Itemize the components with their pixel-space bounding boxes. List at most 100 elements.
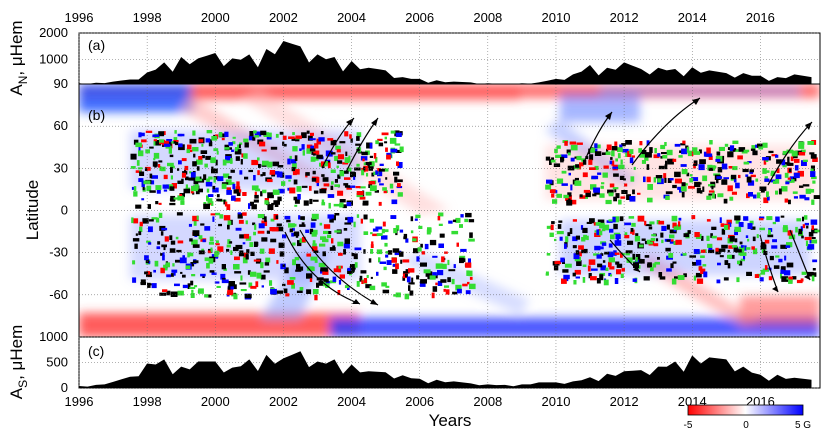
spot-marker xyxy=(292,132,295,136)
spot-marker xyxy=(669,178,674,181)
spot-marker xyxy=(611,252,615,255)
spot-marker xyxy=(231,195,236,201)
spot-marker xyxy=(238,144,241,148)
spot-marker xyxy=(360,156,368,161)
spot-marker xyxy=(465,262,472,268)
spot-marker xyxy=(216,198,220,202)
spot-marker xyxy=(313,150,320,155)
spot-marker xyxy=(232,284,237,290)
spot-marker xyxy=(788,278,793,284)
spot-marker xyxy=(602,172,608,178)
spot-marker xyxy=(221,279,229,284)
spot-marker xyxy=(694,181,701,187)
spot-marker xyxy=(614,189,617,193)
spot-marker xyxy=(560,257,565,263)
spot-marker xyxy=(331,181,334,185)
spot-marker xyxy=(212,216,215,222)
spot-marker xyxy=(353,176,356,180)
spot-marker xyxy=(743,255,746,260)
latitude-tick--30: -30 xyxy=(49,245,68,260)
spot-marker xyxy=(788,162,794,166)
spot-marker xyxy=(585,156,589,160)
spot-marker xyxy=(740,258,745,262)
y-tick-a-90: 90 xyxy=(54,76,68,91)
spot-marker xyxy=(701,235,704,241)
spot-marker xyxy=(185,184,188,188)
spot-marker xyxy=(399,229,404,233)
spot-marker xyxy=(557,224,562,229)
spot-marker xyxy=(369,155,373,158)
spot-marker xyxy=(673,226,679,231)
spot-marker xyxy=(770,172,775,177)
spot-marker xyxy=(763,197,769,204)
spot-marker xyxy=(204,226,211,231)
spot-marker xyxy=(330,185,334,190)
spot-marker xyxy=(363,162,366,166)
spot-marker xyxy=(171,186,175,191)
spot-marker xyxy=(554,238,557,242)
spot-marker xyxy=(703,271,708,278)
spot-marker xyxy=(745,247,751,250)
spot-marker xyxy=(300,216,305,220)
spot-marker xyxy=(382,168,389,172)
spot-marker xyxy=(769,179,774,183)
spot-marker xyxy=(237,212,242,215)
spot-marker xyxy=(269,170,276,175)
spot-marker xyxy=(389,137,397,144)
spot-marker xyxy=(224,147,230,150)
spot-marker xyxy=(243,138,249,143)
spot-marker xyxy=(170,175,173,180)
spot-marker xyxy=(738,147,746,152)
spot-marker xyxy=(693,249,700,254)
spot-marker xyxy=(279,131,284,135)
spot-marker xyxy=(590,276,597,281)
spot-marker xyxy=(678,217,682,221)
spot-marker xyxy=(306,253,312,257)
spot-marker xyxy=(696,278,704,284)
spot-marker xyxy=(549,232,554,237)
spot-marker xyxy=(457,288,462,294)
spot-marker xyxy=(365,191,372,196)
spot-marker xyxy=(647,264,652,268)
spot-marker xyxy=(301,236,306,243)
spot-marker xyxy=(733,148,737,151)
spot-marker xyxy=(724,143,729,147)
spot-marker xyxy=(271,173,276,177)
spot-marker xyxy=(680,164,687,167)
spot-marker xyxy=(385,285,390,288)
spot-marker xyxy=(193,180,199,185)
spot-marker xyxy=(625,250,633,254)
spot-marker xyxy=(137,167,143,170)
spot-marker xyxy=(254,191,257,195)
spot-marker xyxy=(173,270,176,276)
spot-marker xyxy=(468,270,473,277)
spot-marker xyxy=(664,142,667,147)
spot-marker xyxy=(599,246,604,250)
spot-marker xyxy=(382,187,387,191)
spot-marker xyxy=(715,158,721,162)
spot-marker xyxy=(263,132,270,137)
spot-marker xyxy=(216,150,219,155)
spot-marker xyxy=(750,174,756,178)
spot-marker xyxy=(375,157,378,163)
spot-marker xyxy=(653,243,659,247)
spot-marker xyxy=(368,181,376,185)
spot-marker xyxy=(795,226,798,233)
spot-marker xyxy=(382,221,386,227)
spot-marker xyxy=(361,169,365,176)
spot-marker xyxy=(614,240,622,246)
spot-marker xyxy=(182,255,185,259)
spot-marker xyxy=(754,274,760,278)
spot-marker xyxy=(149,173,153,179)
spot-marker xyxy=(151,283,157,289)
spot-marker xyxy=(786,277,789,280)
spot-marker xyxy=(347,167,352,172)
spot-marker xyxy=(807,244,815,250)
spot-marker xyxy=(756,192,761,199)
spot-marker xyxy=(240,159,243,165)
spot-marker xyxy=(348,157,351,162)
spot-marker xyxy=(336,149,341,153)
spot-marker xyxy=(392,263,397,267)
